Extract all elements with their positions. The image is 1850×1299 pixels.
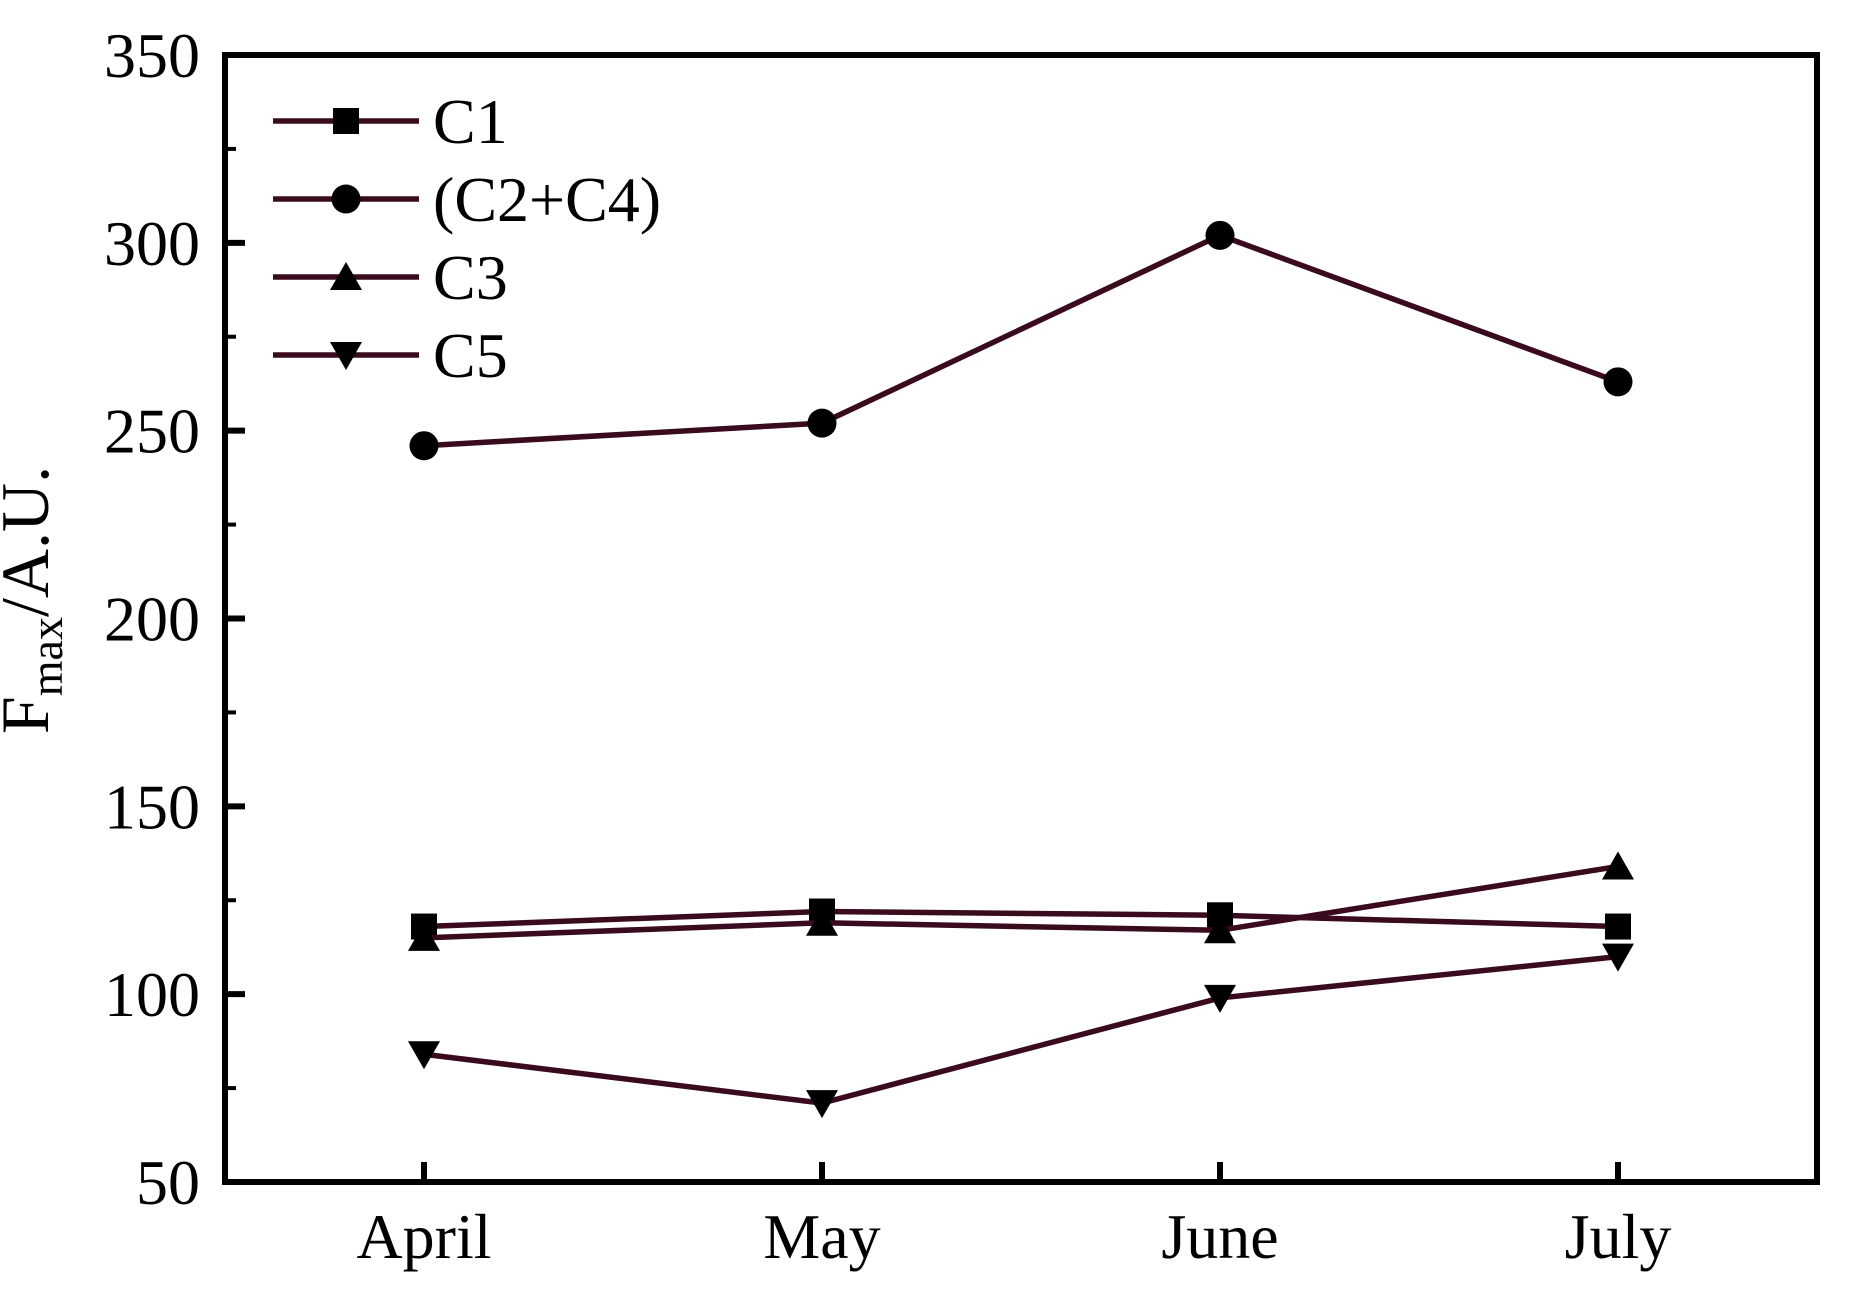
circle-marker-icon xyxy=(409,431,439,461)
triangle-down-marker-icon xyxy=(806,1090,838,1119)
circle-marker-icon xyxy=(1205,220,1235,250)
triangle-up-marker-icon xyxy=(408,922,440,951)
y-axis-tick-label: 200 xyxy=(104,584,200,655)
triangle-up-marker-icon xyxy=(330,262,362,290)
legend-item: C1 xyxy=(273,86,508,157)
triangle-up-marker-icon xyxy=(806,907,838,936)
x-axis-tick-label: May xyxy=(763,1201,880,1272)
series-line xyxy=(423,863,1619,941)
series-c5 xyxy=(408,943,1634,1119)
legend-item: (C2+C4) xyxy=(273,164,661,235)
triangle-down-marker-icon xyxy=(408,1041,440,1070)
series-line xyxy=(423,953,1619,1106)
y-axis-tick-label: 50 xyxy=(136,1147,200,1218)
x-axis-tick-label: July xyxy=(1565,1201,1672,1272)
series-line xyxy=(423,908,1619,930)
legend-label: C1 xyxy=(433,86,508,157)
triangle-down-marker-icon xyxy=(1602,943,1634,972)
series-c2c4 xyxy=(409,220,1633,461)
triangle-down-marker-icon xyxy=(1204,984,1236,1013)
legend-label: C5 xyxy=(433,320,508,391)
x-axis-tick-label: April xyxy=(356,1201,491,1272)
series-c3 xyxy=(408,851,1634,951)
y-axis-tick-label: 350 xyxy=(104,20,200,91)
y-axis-tick-label: 250 xyxy=(104,396,200,467)
series-line xyxy=(423,232,1619,449)
y-axis-tick-label: 150 xyxy=(104,771,200,842)
y-axis-tick-label: 300 xyxy=(104,208,200,279)
circle-marker-icon xyxy=(807,408,837,438)
square-marker-icon xyxy=(1605,913,1631,940)
x-axis-tick-label: June xyxy=(1161,1201,1278,1272)
triangle-up-marker-icon xyxy=(1602,851,1634,880)
y-axis-title: Fmax/A.U. xyxy=(0,466,72,734)
circle-marker-icon xyxy=(1603,367,1633,397)
circle-marker-icon xyxy=(331,184,361,214)
square-marker-icon xyxy=(333,108,359,134)
y-axis-tick-label: 100 xyxy=(104,959,200,1030)
legend-label: C3 xyxy=(433,242,508,313)
triangle-up-marker-icon xyxy=(1204,915,1236,944)
legend-item: C3 xyxy=(273,242,508,313)
legend-label: (C2+C4) xyxy=(433,164,661,235)
legend-item: C5 xyxy=(273,320,508,391)
triangle-down-marker-icon xyxy=(330,342,362,370)
